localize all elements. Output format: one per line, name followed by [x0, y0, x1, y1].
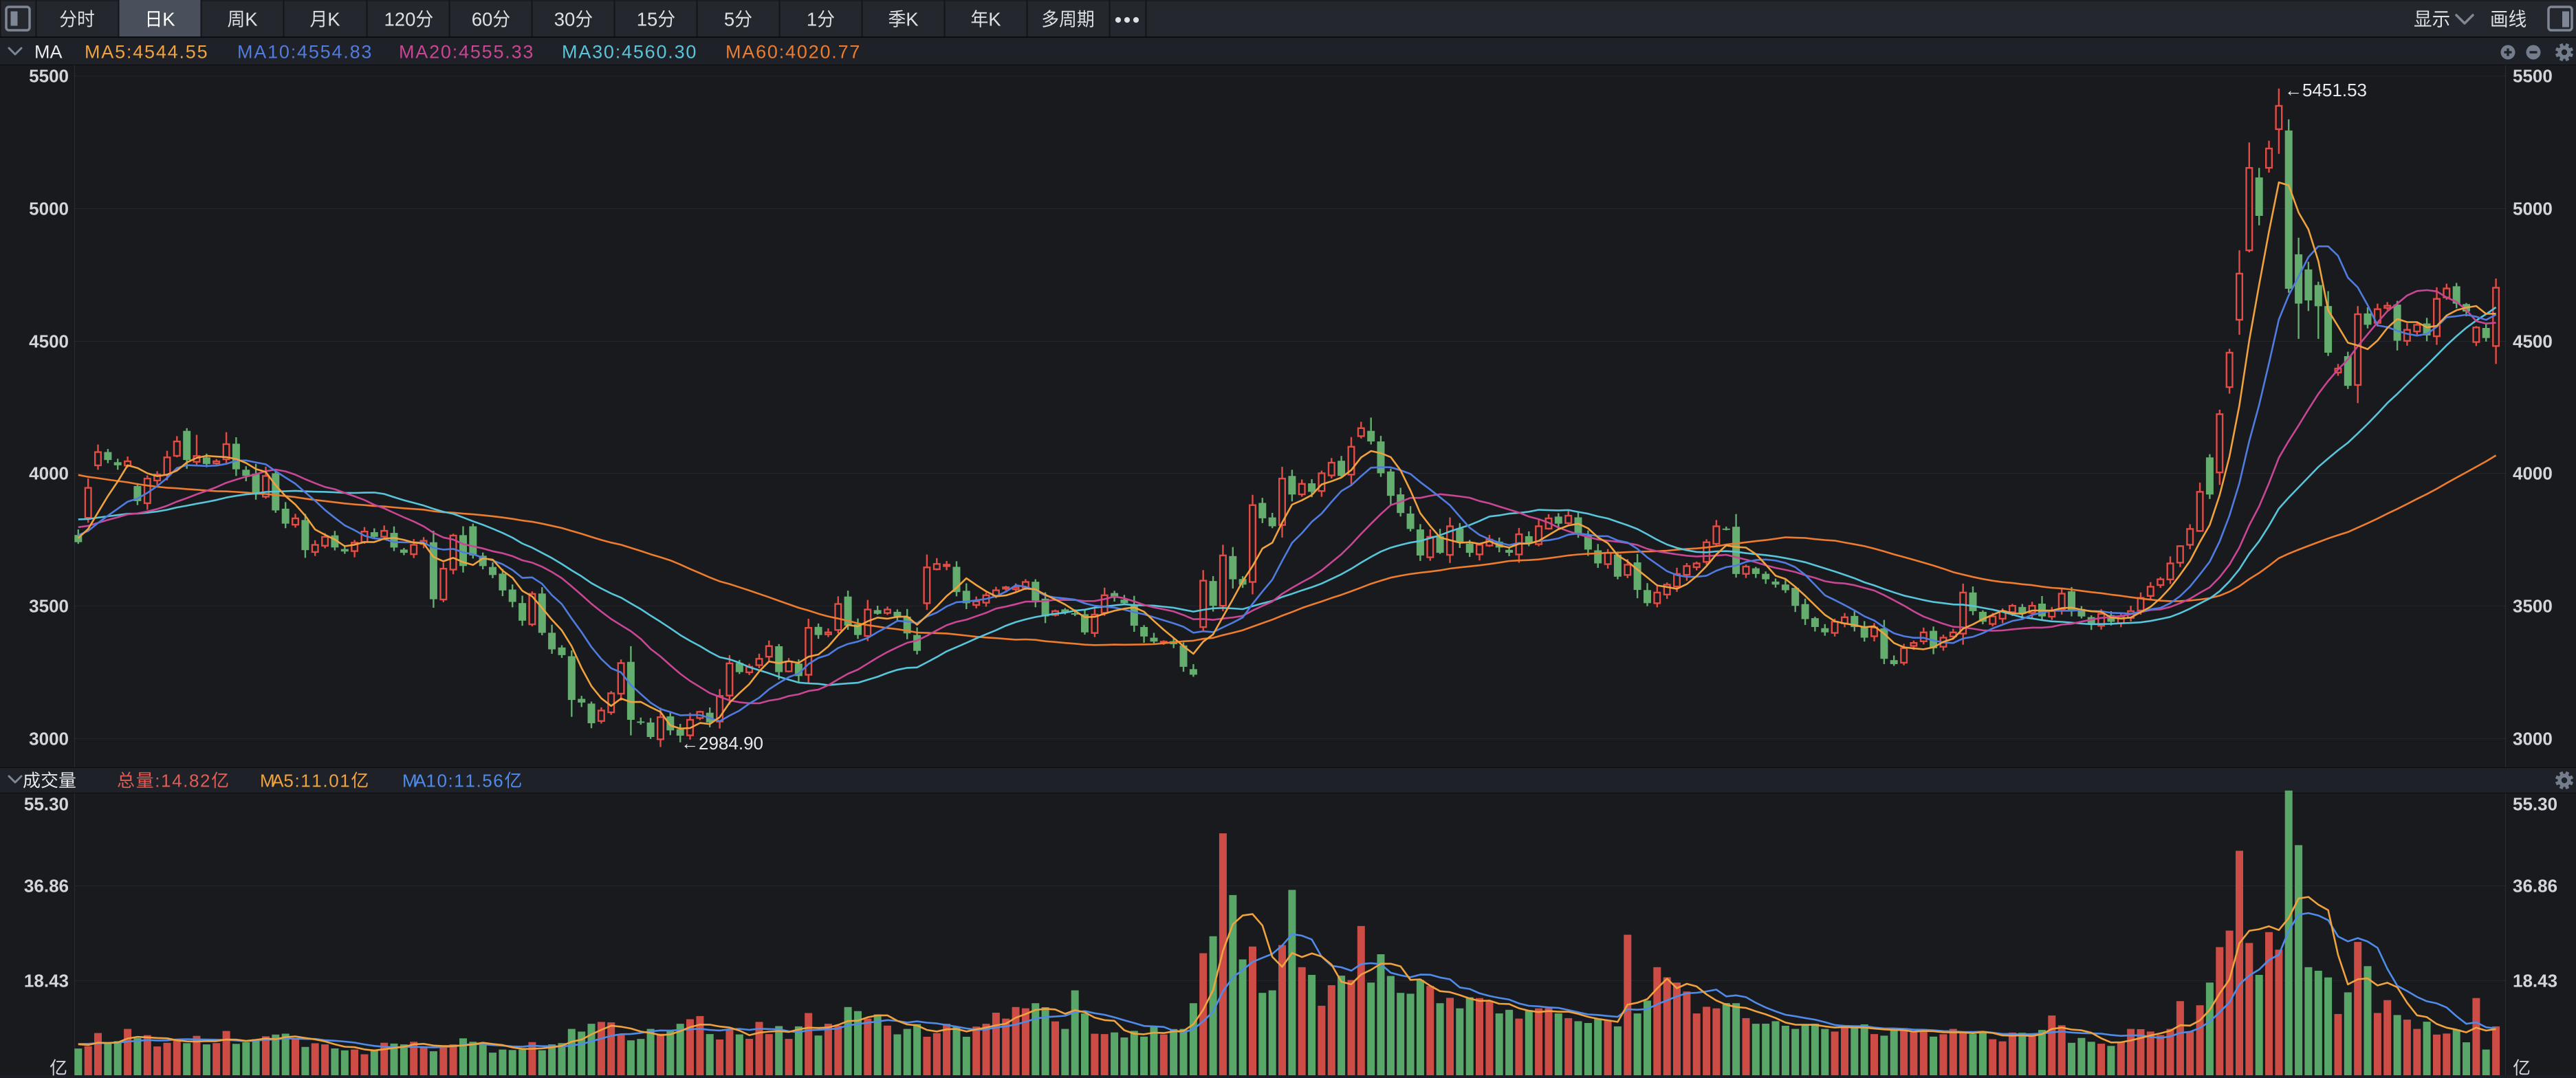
svg-text:1: 1 — [312, 770, 321, 791]
svg-text:4: 4 — [172, 770, 182, 791]
svg-text:5: 5 — [283, 770, 293, 791]
svg-text:1: 1 — [807, 9, 817, 30]
svg-text:←5451.53: ←5451.53 — [2284, 80, 2367, 100]
svg-text:3000: 3000 — [29, 729, 69, 749]
svg-text:8: 8 — [189, 770, 199, 791]
svg-text:6: 6 — [472, 9, 482, 30]
svg-text:MA30:4560.30: MA30:4560.30 — [562, 42, 697, 63]
svg-text:←2984.90: ←2984.90 — [681, 733, 763, 754]
svg-text:36.86: 36.86 — [2513, 876, 2557, 896]
svg-text:K: K — [245, 9, 258, 30]
svg-text:0: 0 — [329, 770, 338, 791]
svg-text::: : — [155, 770, 160, 791]
svg-text:K: K — [327, 9, 340, 30]
svg-text::: : — [295, 770, 300, 791]
svg-text:1: 1 — [426, 770, 435, 791]
svg-text:MA60:4020.77: MA60:4020.77 — [725, 42, 861, 63]
svg-text:18.43: 18.43 — [24, 971, 69, 991]
svg-text:1: 1 — [384, 9, 395, 30]
svg-text:0: 0 — [405, 9, 415, 30]
svg-text::: : — [448, 770, 453, 791]
svg-text:MA: MA — [34, 42, 63, 63]
svg-text:1: 1 — [454, 770, 463, 791]
svg-text:2: 2 — [200, 770, 210, 791]
svg-text:5000: 5000 — [2513, 199, 2553, 219]
svg-text:M: M — [260, 770, 275, 791]
svg-text:6: 6 — [493, 770, 503, 791]
svg-text:5500: 5500 — [29, 66, 69, 87]
svg-text:5500: 5500 — [2513, 66, 2553, 87]
svg-text:4000: 4000 — [29, 463, 69, 484]
svg-text:0: 0 — [482, 9, 492, 30]
svg-text:18.43: 18.43 — [2513, 971, 2557, 991]
svg-text:5000: 5000 — [29, 199, 69, 219]
svg-text:55.30: 55.30 — [2513, 794, 2557, 815]
svg-text:0: 0 — [437, 770, 447, 791]
svg-text:1: 1 — [465, 770, 474, 791]
svg-text:5: 5 — [724, 9, 734, 30]
svg-text:1: 1 — [637, 9, 647, 30]
svg-text:MA5:4544.55: MA5:4544.55 — [85, 42, 208, 63]
svg-text:4500: 4500 — [2513, 331, 2553, 352]
svg-text:M: M — [402, 770, 417, 791]
svg-text:3500: 3500 — [2513, 596, 2553, 617]
svg-text:0: 0 — [565, 9, 575, 30]
svg-text:A: A — [272, 770, 284, 791]
svg-text:3000: 3000 — [2513, 729, 2553, 749]
svg-text:K: K — [906, 9, 919, 30]
svg-text:1: 1 — [161, 770, 171, 791]
svg-text:.: . — [183, 770, 188, 791]
svg-text:.: . — [323, 770, 327, 791]
svg-text:MA10:4554.83: MA10:4554.83 — [237, 42, 373, 63]
svg-text:55.30: 55.30 — [24, 794, 69, 815]
svg-text:3: 3 — [554, 9, 565, 30]
svg-text:MA20:4555.33: MA20:4555.33 — [399, 42, 534, 63]
svg-text:K: K — [162, 9, 175, 30]
svg-text:1: 1 — [340, 770, 349, 791]
svg-text:.: . — [477, 770, 481, 791]
svg-text:4500: 4500 — [29, 331, 69, 352]
svg-text:4000: 4000 — [2513, 463, 2553, 484]
svg-text:5: 5 — [482, 770, 492, 791]
svg-text:3500: 3500 — [29, 596, 69, 617]
svg-text:1: 1 — [301, 770, 310, 791]
svg-text:2: 2 — [395, 9, 405, 30]
svg-text:36.86: 36.86 — [24, 876, 69, 896]
svg-text:5: 5 — [647, 9, 657, 30]
svg-text:A: A — [414, 770, 426, 791]
svg-text:K: K — [988, 9, 1001, 30]
